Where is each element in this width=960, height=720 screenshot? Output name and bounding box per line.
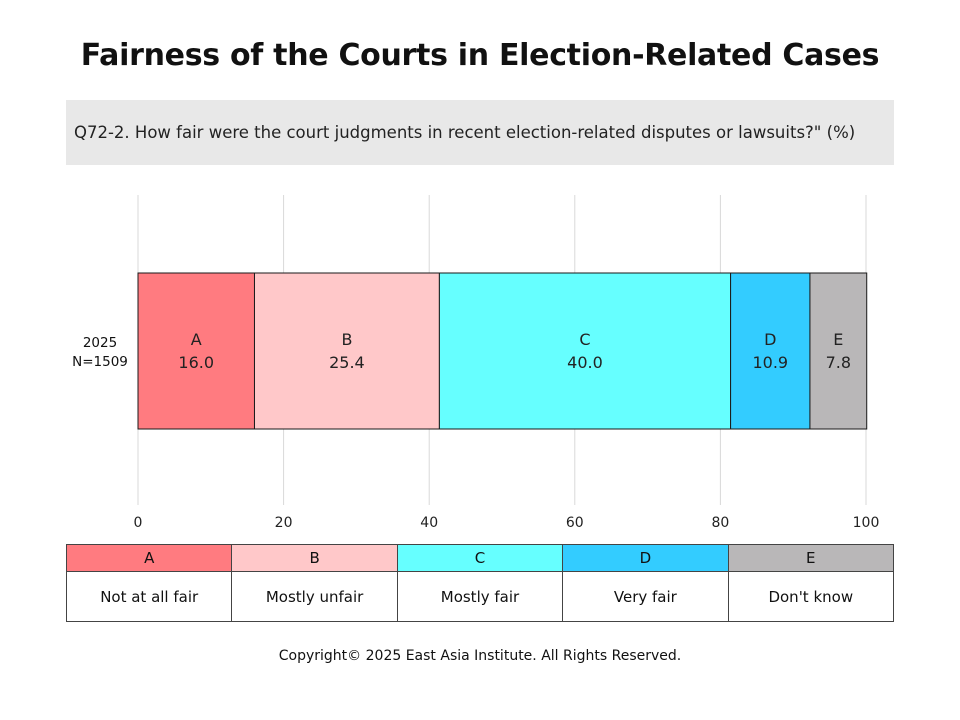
legend-key-a: A	[65, 544, 233, 572]
legend-label-c: Mostly fair	[396, 571, 564, 622]
chart-title: Fairness of the Courts in Election-Relat…	[80, 38, 880, 73]
data-label: 25.4	[329, 353, 365, 372]
x-tick-label: 40	[420, 515, 438, 531]
x-tick-label: 0	[134, 515, 143, 531]
row-label: N=1509	[72, 354, 128, 370]
bar-segment-c	[438, 272, 732, 430]
legend-key-b: B	[231, 544, 398, 572]
row-label: 2025	[83, 335, 117, 351]
stacked-bar-chart: 0 20 40 60 80 100 2025 N=1509 A 16.0 B 25.4 C 40.0 D 10…	[72, 195, 880, 531]
x-tick-label: 20	[275, 515, 293, 531]
legend-label-d: Very fair	[562, 571, 729, 622]
bar-segment-e	[809, 272, 868, 430]
legend-label-row: Not at all fair Mostly unfair Mostly fai…	[65, 571, 895, 622]
legend-label-a: Not at all fair	[65, 571, 233, 622]
segment-key-label: A	[191, 330, 202, 349]
legend-table: A B C D E Not at all fair Mostly unfair …	[65, 544, 895, 622]
bar-segment-a	[137, 272, 255, 430]
data-label: 10.9	[752, 353, 788, 372]
legend-key-c: C	[396, 544, 564, 572]
data-label: 7.8	[826, 353, 851, 372]
legend-label-e: Don't know	[727, 571, 895, 622]
legend-key-e: E	[727, 544, 895, 572]
legend-label-b: Mostly unfair	[231, 571, 398, 622]
x-tick-label: 60	[566, 515, 584, 531]
segment-key-label: E	[833, 330, 843, 349]
segment-key-label: B	[341, 330, 352, 349]
segment-key-label: C	[579, 330, 590, 349]
bar-segment-b	[253, 272, 440, 430]
legend-key-d: D	[562, 544, 729, 572]
data-label: 16.0	[178, 353, 214, 372]
segment-key-label: D	[764, 330, 776, 349]
question-text: Q72-2. How fair were the court judgments…	[74, 123, 856, 142]
question-box: Q72-2. How fair were the court judgments…	[66, 100, 894, 165]
x-tick-label: 100	[853, 515, 880, 531]
x-tick-label: 80	[711, 515, 729, 531]
data-label: 40.0	[567, 353, 603, 372]
bar-segment-d	[730, 272, 811, 430]
copyright-notice: Copyright© 2025 East Asia Institute. All…	[278, 648, 682, 664]
legend-key-row: A B C D E	[65, 544, 895, 572]
